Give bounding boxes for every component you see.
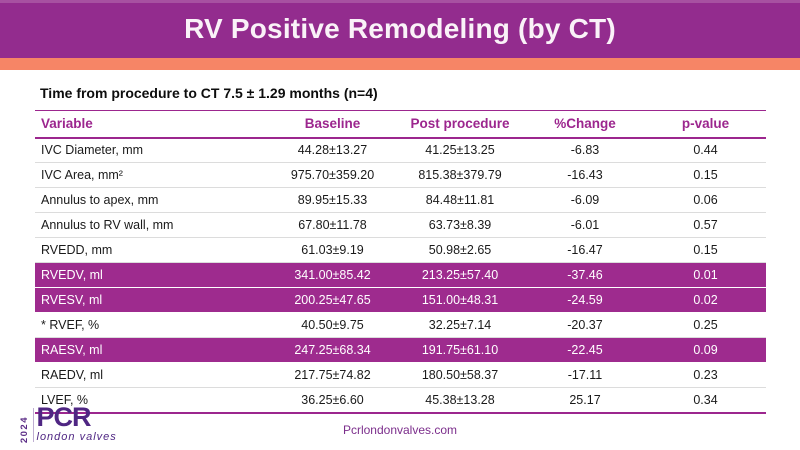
cell-change: -16.47 (567, 243, 603, 257)
slide-subtitle: Time from procedure to CT 7.5 ± 1.29 mon… (40, 85, 378, 101)
cell-change: -6.01 (570, 218, 600, 232)
table-header-row: Variable Baseline Post procedure %Change… (35, 110, 766, 139)
cell-baseline: 40.50±9.75 (301, 318, 364, 332)
table-row: RVEDD, mm 61.03±9.19 50.98±2.65 -16.47 0… (35, 238, 766, 263)
cell-p-value: 0.34 (693, 392, 718, 407)
accent-stripe (0, 58, 800, 70)
cell-baseline: 200.25±47.65 (294, 293, 371, 307)
cell-variable: Annulus to RV wall, mm (41, 218, 174, 232)
table-row: RAEDV, ml 217.75±74.82 180.50±58.37 -17.… (35, 363, 766, 388)
cell-p-value: 0.02 (693, 293, 718, 307)
cell-post: 45.38±13.28 (425, 392, 495, 407)
cell-baseline: 247.25±68.34 (294, 343, 371, 357)
cell-p-value: 0.25 (693, 318, 718, 332)
column-header-variable: Variable (35, 110, 270, 139)
table-row-highlighted: RVESV, ml 200.25±47.65 151.00±48.31 -24.… (35, 287, 766, 313)
remodeling-table: Variable Baseline Post procedure %Change… (35, 110, 766, 414)
cell-post: 191.75±61.10 (421, 343, 499, 357)
cell-variable: Annulus to apex, mm (41, 193, 159, 207)
page-title: RV Positive Remodeling (by CT) (184, 13, 616, 44)
table-row: IVC Diameter, mm 44.28±13.27 41.25±13.25… (35, 138, 766, 163)
cell-variable: IVC Area, mm² (41, 168, 123, 182)
cell-post: 213.25±57.40 (421, 268, 499, 282)
cell-p-value: 0.01 (693, 268, 718, 282)
table-row: * RVEF, % 40.50±9.75 32.25±7.14 -20.37 0… (35, 313, 766, 338)
cell-variable: RVEDD, mm (41, 243, 113, 257)
cell-p-value: 0.57 (693, 218, 718, 232)
logo-pcr-text: PCR (36, 402, 92, 432)
table-row-highlighted: RAESV, ml 247.25±68.34 191.75±61.10 -22.… (35, 337, 766, 363)
table-row: IVC Area, mm² 975.70±359.20 815.38±379.7… (35, 163, 766, 188)
cell-baseline: 67.80±11.78 (298, 218, 367, 232)
cell-change: -6.09 (570, 193, 600, 207)
cell-change: -6.83 (570, 143, 600, 158)
column-header-p-value: p-value (645, 110, 766, 139)
pcr-london-valves-logo: 2024 PCR london valves (19, 402, 117, 444)
cell-variable: * RVEF, % (41, 318, 100, 332)
cell-post: 50.98±2.65 (428, 243, 492, 257)
cell-baseline: 341.00±85.42 (294, 268, 371, 282)
cell-post: 151.00±48.31 (421, 293, 499, 307)
cell-change: -17.11 (567, 368, 603, 382)
table-row: Annulus to apex, mm 89.95±15.33 84.48±11… (35, 188, 766, 213)
cell-variable: LVEF, % (41, 392, 89, 407)
logo-divider (32, 408, 34, 442)
cell-baseline: 89.95±15.33 (297, 193, 368, 207)
cell-change: -22.45 (567, 343, 603, 357)
column-header-post-procedure: Post procedure (395, 110, 525, 139)
cell-post: 63.73±8.39 (428, 218, 492, 232)
table-row: Annulus to RV wall, mm 67.80±11.78 63.73… (35, 213, 766, 238)
cell-p-value: 0.09 (693, 343, 718, 357)
cell-p-value: 0.06 (693, 193, 718, 207)
slide-footer: 2024 PCR london valves Pcrlondonvalves.c… (0, 390, 800, 450)
cell-variable: RVEDV, ml (41, 268, 103, 282)
cell-baseline: 217.75±74.82 (294, 368, 371, 382)
cell-variable: RVESV, ml (41, 293, 103, 307)
table-row: LVEF, % 36.25±6.60 45.38±13.28 25.17 0.3… (35, 388, 766, 413)
cell-post: 41.25±13.25 (425, 143, 495, 158)
column-header-change: %Change (525, 110, 645, 139)
cell-p-value: 0.23 (693, 368, 718, 382)
column-header-baseline: Baseline (270, 110, 395, 139)
slide-header-banner: RV Positive Remodeling (by CT) (0, 0, 800, 58)
cell-baseline: 44.28±13.27 (297, 143, 368, 158)
cell-baseline: 61.03±9.19 (301, 243, 364, 257)
cell-change: 25.17 (569, 392, 601, 407)
cell-p-value: 0.15 (693, 168, 718, 182)
cell-change: -24.59 (567, 293, 603, 307)
cell-variable: RAEDV, ml (41, 368, 104, 382)
cell-change: -16.43 (567, 168, 603, 182)
cell-post: 32.25±7.14 (428, 318, 492, 332)
cell-variable: IVC Diameter, mm (41, 143, 144, 158)
website-text: Pcrlondonvalves.com (342, 423, 458, 437)
cell-post: 84.48±11.81 (425, 193, 495, 207)
cell-p-value: 0.44 (693, 143, 718, 158)
cell-baseline: 975.70±359.20 (290, 168, 375, 182)
cell-change: -37.46 (567, 268, 603, 282)
cell-change: -20.37 (567, 318, 603, 332)
cell-baseline: 36.25±6.60 (301, 392, 364, 407)
table-row-highlighted: RVEDV, ml 341.00±85.42 213.25±57.40 -37.… (35, 262, 766, 288)
cell-post: 815.38±379.79 (418, 168, 502, 182)
logo-subtitle-text: london valves (36, 431, 117, 443)
cell-p-value: 0.15 (693, 243, 718, 257)
cell-variable: RAESV, ml (41, 343, 103, 357)
cell-post: 180.50±58.37 (421, 368, 499, 382)
